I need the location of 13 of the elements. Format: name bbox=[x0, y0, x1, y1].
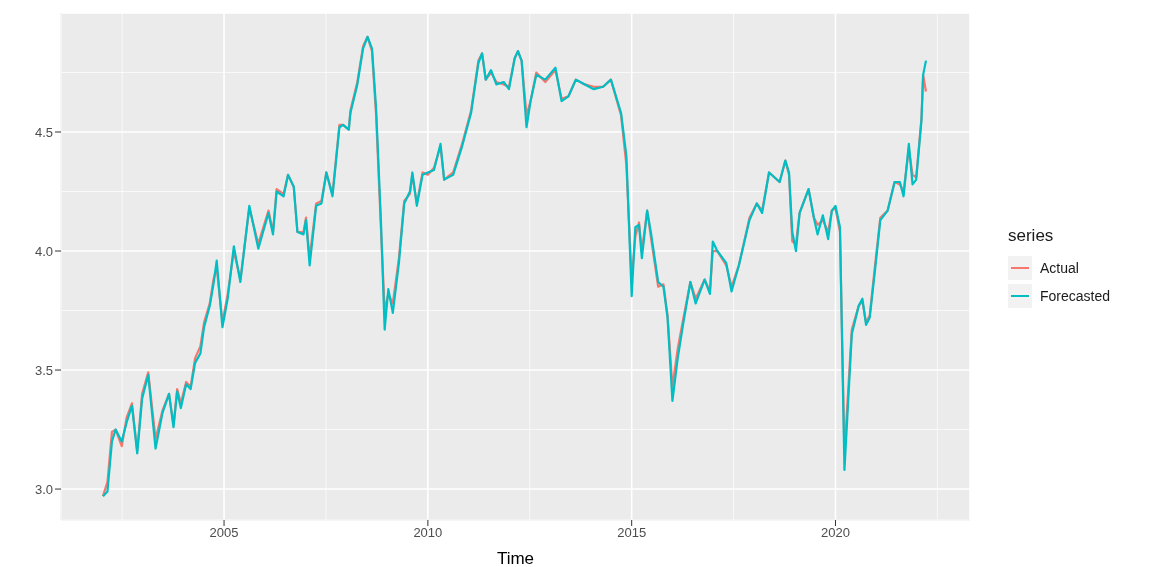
y-tick-label: 3.0 bbox=[34, 481, 53, 497]
y-tick-label: 3.5 bbox=[34, 362, 53, 378]
line-series bbox=[101, 35, 928, 498]
x-tick-label: 2010 bbox=[413, 525, 443, 541]
legend-label: Forecasted bbox=[1040, 288, 1111, 304]
legend-label: Actual bbox=[1040, 260, 1079, 276]
x-tick-label: 2015 bbox=[617, 525, 647, 541]
y-tick-label: 4.5 bbox=[34, 124, 53, 140]
legend-title: series bbox=[1008, 226, 1055, 246]
y-tick-label: 4.0 bbox=[34, 243, 53, 259]
x-axis-title: Time bbox=[496, 549, 535, 567]
x-tick-label: 2005 bbox=[209, 525, 239, 541]
x-tick-label: 2020 bbox=[821, 525, 850, 541]
